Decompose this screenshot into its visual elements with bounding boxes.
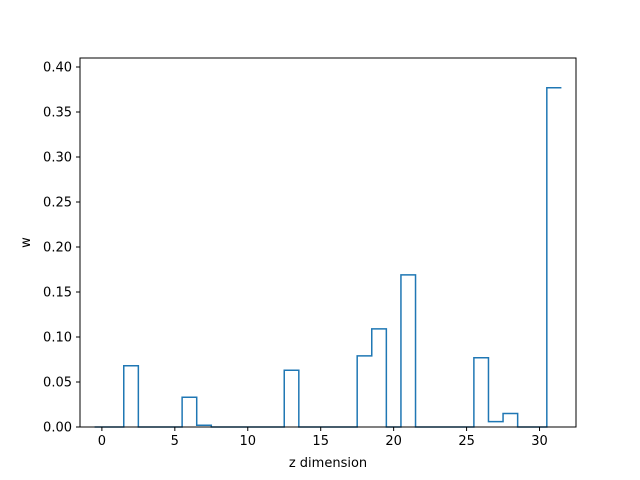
x-tick-label: 15: [312, 434, 329, 449]
y-tick-label: 0.20: [43, 241, 72, 256]
x-tick-label: 0: [98, 434, 106, 449]
y-axis-label: w: [19, 237, 34, 248]
y-tick-label: 0.35: [43, 106, 72, 121]
x-axis-label: z dimension: [289, 456, 367, 471]
x-tick-label: 25: [458, 434, 475, 449]
y-tick-label: 0.10: [43, 331, 72, 346]
x-axis-ticks: 0 5 10 15 20 25 30: [98, 427, 548, 449]
series-line-0: [94, 86, 562, 428]
y-tick-label: 0.00: [43, 421, 72, 436]
y-tick-label: 0.25: [43, 196, 72, 211]
plot-area: [94, 86, 562, 428]
y-tick-label: 0.40: [43, 61, 72, 76]
x-tick-label: 10: [239, 434, 256, 449]
x-tick-label: 5: [171, 434, 179, 449]
x-tick-label: 30: [531, 434, 548, 449]
y-axis-ticks: 0.00 0.05 0.10 0.15 0.20 0.25 0.30 0.35 0.40: [43, 61, 80, 436]
y-tick-label: 0.05: [43, 376, 72, 391]
x-tick-label: 20: [385, 434, 402, 449]
y-tick-label: 0.15: [43, 286, 72, 301]
y-tick-label: 0.30: [43, 151, 72, 166]
axes-frame: [79, 57, 577, 428]
